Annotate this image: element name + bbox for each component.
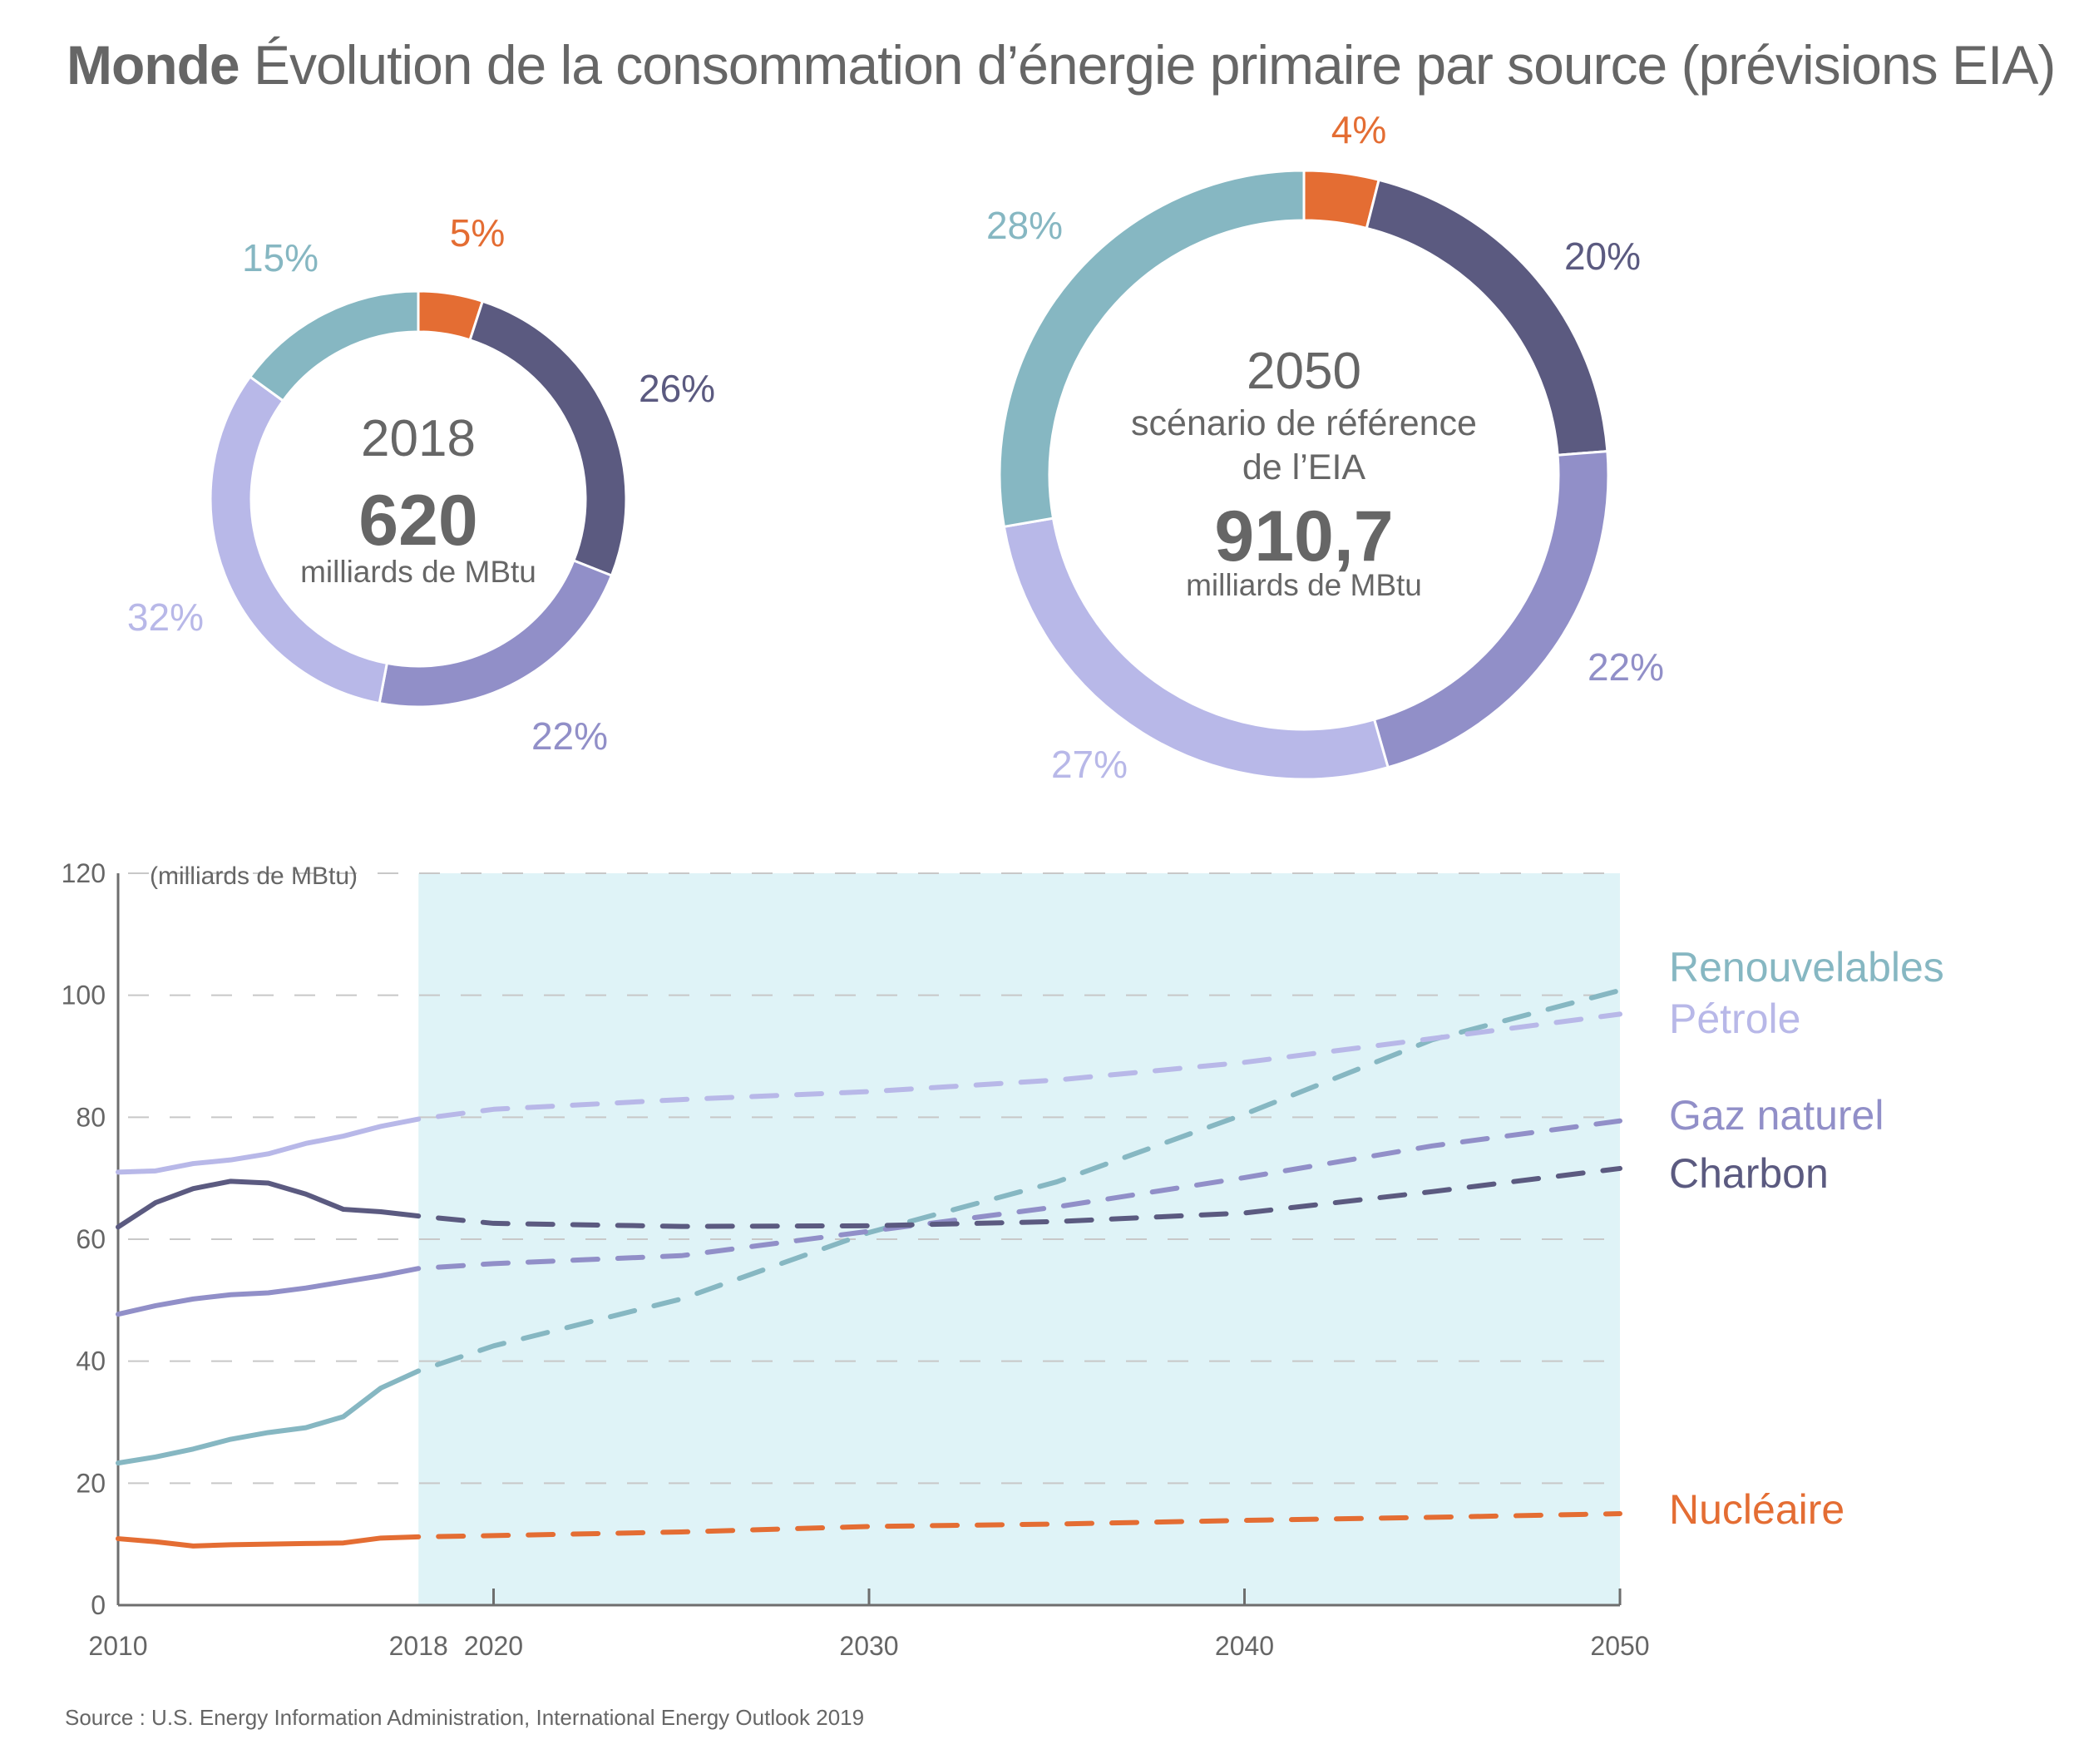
line-historical-petrole bbox=[116, 1116, 422, 1175]
y-tick-label-0: 0 bbox=[91, 1590, 106, 1620]
y-tick-label-60: 60 bbox=[76, 1224, 106, 1254]
donut-segment-renouvelables bbox=[248, 289, 420, 403]
donut-chart-2018: 5% 26% 22% 32% 15% 2018 620 milliards de MBt… bbox=[127, 211, 715, 758]
donut-label-petrole: 27% bbox=[1051, 743, 1128, 786]
donut-2018-unit: milliards de MBtu bbox=[300, 555, 536, 589]
donut-2018-year: 2018 bbox=[361, 410, 476, 467]
donut-label-gaz: 22% bbox=[531, 714, 608, 758]
y-tick-label-40: 40 bbox=[76, 1346, 106, 1376]
x-tick-label-2020: 2020 bbox=[464, 1631, 523, 1661]
donut-2050-subtitle-2: de l’EIA bbox=[1242, 447, 1366, 487]
donut-2050-subtitle-1: scénario de référence bbox=[1131, 403, 1477, 443]
x-tick-label-2040: 2040 bbox=[1215, 1631, 1274, 1661]
legend-label-charbon: Charbon bbox=[1669, 1150, 1829, 1197]
line-forecast-nucleaire bbox=[416, 1511, 1622, 1539]
y-tick-label-120: 120 bbox=[62, 858, 106, 888]
donut-2050-unit: milliards de MBtu bbox=[1186, 568, 1422, 602]
donut-label-gaz: 22% bbox=[1588, 645, 1664, 689]
legend-label-nucleaire: Nucléaire bbox=[1669, 1486, 1844, 1533]
line-historical-charbon bbox=[116, 1178, 422, 1230]
donut-2050-total: 910,7 bbox=[1214, 497, 1393, 576]
legend-label-petrole: Pétrole bbox=[1669, 996, 1800, 1042]
donut-label-charbon: 26% bbox=[639, 367, 715, 410]
line-forecast-renouvelables bbox=[416, 987, 1622, 1374]
donut-label-nucleaire: 5% bbox=[450, 211, 505, 254]
legend-label-renouvelables: Renouvelables bbox=[1669, 944, 1944, 991]
y-tick-label-100: 100 bbox=[62, 981, 106, 1010]
y-tick-label-20: 20 bbox=[76, 1468, 106, 1498]
donut-label-renouvelables: 28% bbox=[986, 204, 1063, 247]
line-forecast-charbon bbox=[416, 1165, 1622, 1229]
donut-chart-2050: 4% 20% 22% 27% 28% 2050 scénario de référenc… bbox=[986, 108, 1664, 786]
legend-label-gaz: Gaz naturel bbox=[1669, 1092, 1884, 1139]
x-tick-label-2050: 2050 bbox=[1590, 1631, 1649, 1661]
x-tick-label-2018: 2018 bbox=[389, 1631, 448, 1661]
donut-2018-total: 620 bbox=[358, 481, 478, 561]
donut-2050-year: 2050 bbox=[1247, 343, 1361, 400]
donut-label-renouvelables: 15% bbox=[242, 236, 319, 279]
title-text: Évolution de la consommation d’énergie p… bbox=[253, 34, 2056, 96]
line-historical-nucleaire bbox=[116, 1534, 422, 1549]
line-forecast-petrole bbox=[416, 1011, 1622, 1122]
source-note: Source : U.S. Energy Information Adminis… bbox=[65, 1705, 865, 1730]
donut-label-charbon: 20% bbox=[1564, 235, 1641, 278]
donut-segment-renouvelables bbox=[998, 169, 1306, 529]
donut-segment-gaz bbox=[1372, 449, 1610, 769]
line-historical-gaz bbox=[116, 1266, 422, 1317]
donut-label-petrole: 32% bbox=[127, 595, 204, 639]
x-tick-label-2010: 2010 bbox=[88, 1631, 147, 1661]
donut-label-nucleaire: 4% bbox=[1331, 108, 1386, 151]
title-region: Monde bbox=[67, 34, 240, 96]
y-axis-label: (milliards de MBtu) bbox=[150, 862, 358, 890]
x-tick-label-2030: 2030 bbox=[839, 1631, 898, 1661]
y-tick-label-80: 80 bbox=[76, 1102, 106, 1132]
chart-title: Monde Évolution de la consommation d’éne… bbox=[67, 33, 2056, 96]
donut-segment-charbon bbox=[468, 299, 628, 577]
line-historical-renouvelables bbox=[116, 1368, 422, 1466]
